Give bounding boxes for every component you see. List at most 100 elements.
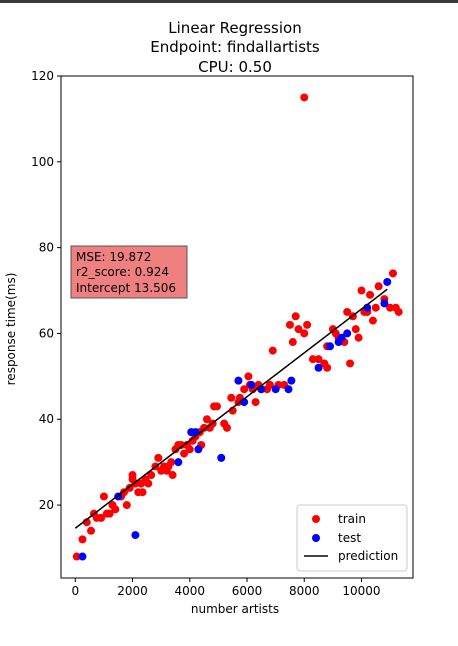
train-point	[122, 501, 131, 510]
stats-box: MSE: 19.872 r2_score: 0.924 Intercept 13…	[70, 245, 188, 299]
train-point	[386, 303, 395, 312]
train-point	[144, 479, 153, 488]
test-point	[194, 445, 203, 454]
train-point	[87, 526, 96, 535]
train-point	[308, 355, 317, 364]
train-point	[99, 492, 108, 501]
train-point	[251, 398, 260, 407]
test-point	[383, 277, 392, 286]
test-point	[326, 342, 335, 351]
y-tick-label: 100	[31, 155, 54, 169]
train-point	[300, 93, 309, 102]
test-point	[271, 385, 280, 394]
train-point	[374, 282, 383, 291]
train-point	[111, 505, 120, 514]
train-point	[147, 471, 156, 480]
x-tick-label: 2000	[117, 584, 148, 598]
train-point	[105, 509, 114, 518]
train-point	[154, 453, 163, 462]
legend: train test prediction	[296, 504, 408, 572]
train-point	[368, 316, 377, 325]
train-point	[78, 535, 87, 544]
x-tick-label: 4000	[175, 584, 206, 598]
legend-train-label: train	[338, 512, 366, 526]
y-tick-label: 60	[39, 326, 54, 340]
train-point	[265, 380, 274, 389]
train-point	[222, 423, 231, 432]
train-point	[168, 471, 177, 480]
train-point	[300, 329, 309, 338]
x-tick-label: 0	[71, 584, 79, 598]
test-point	[131, 531, 140, 540]
train-point	[388, 269, 397, 278]
train-point	[285, 320, 294, 329]
train-point	[244, 372, 253, 381]
test-point	[234, 376, 243, 385]
test-point	[78, 552, 87, 561]
stats-intercept: Intercept 13.506	[76, 281, 176, 295]
train-point	[240, 385, 249, 394]
train-point	[323, 363, 332, 372]
test-point	[247, 380, 256, 389]
train-point	[167, 458, 176, 467]
train-point	[314, 355, 323, 364]
prediction-line	[74, 288, 388, 529]
stats-r2: r2_score: 0.924	[76, 265, 169, 279]
train-point	[288, 338, 297, 347]
title-line-3: CPU: 0.50	[198, 58, 272, 76]
axis-ticks: 0 2000 4000 6000 8000 10000 20 40 60 80 100 120	[31, 69, 380, 598]
train-point	[346, 359, 355, 368]
legend-frame	[296, 504, 408, 572]
train-point	[180, 449, 189, 458]
title-line-2: Endpoint: findallartists	[150, 38, 320, 56]
train-point	[371, 303, 380, 312]
train-point	[202, 415, 211, 424]
train-point	[303, 320, 312, 329]
test-point	[174, 458, 183, 467]
x-axis-label: number artists	[191, 602, 279, 616]
train-point	[394, 307, 403, 316]
test-point	[287, 376, 296, 385]
test-point	[217, 453, 226, 462]
train-point	[97, 513, 106, 522]
train-point	[200, 423, 209, 432]
test-point	[284, 385, 293, 394]
x-tick-label: 8000	[289, 584, 320, 598]
test-point	[314, 363, 323, 372]
train-point	[366, 290, 375, 299]
train-point	[131, 479, 140, 488]
stats-box-background	[70, 245, 188, 299]
title-line-1: Linear Regression	[168, 19, 301, 37]
train-point	[291, 312, 300, 321]
x-tick-label: 6000	[232, 584, 263, 598]
y-tick-label: 20	[39, 498, 54, 512]
plot-area	[72, 93, 403, 561]
train-point	[343, 307, 352, 316]
window-top-border	[0, 0, 458, 3]
y-tick-label: 120	[31, 69, 54, 83]
test-point	[343, 329, 352, 338]
train-point	[72, 552, 81, 561]
train-point	[212, 402, 221, 411]
legend-test-marker	[312, 534, 320, 542]
train-point	[294, 325, 303, 334]
train-point	[128, 471, 137, 480]
train-point	[177, 440, 186, 449]
chart-title: Linear Regression Endpoint: findallartis…	[150, 19, 320, 76]
legend-test-label: test	[338, 531, 361, 545]
x-tick-label: 10000	[342, 584, 380, 598]
train-point	[357, 286, 366, 295]
train-point	[185, 445, 194, 454]
y-tick-label: 40	[39, 412, 54, 426]
y-axis-label: response time(ms)	[4, 273, 18, 386]
train-point	[354, 333, 363, 342]
stats-mse: MSE: 19.872	[76, 250, 151, 264]
axes-frame	[60, 75, 414, 579]
train-point	[138, 488, 147, 497]
train-point	[227, 393, 236, 402]
y-tick-label: 80	[39, 241, 54, 255]
train-point	[351, 325, 360, 334]
legend-prediction-label: prediction	[338, 549, 398, 563]
train-point	[268, 346, 277, 355]
